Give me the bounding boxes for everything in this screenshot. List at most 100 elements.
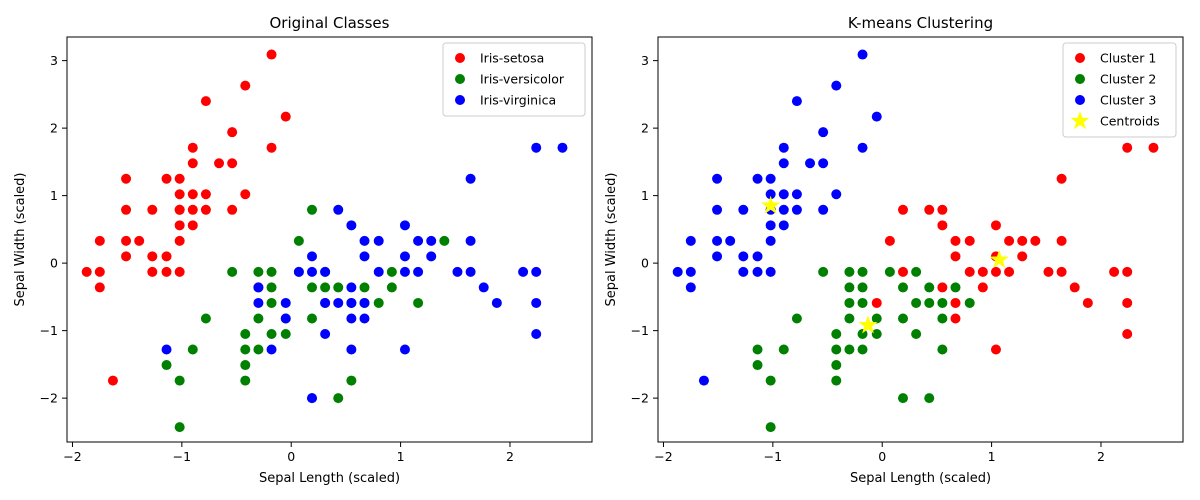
data-point xyxy=(280,111,291,122)
data-point xyxy=(977,282,988,293)
centroid-star xyxy=(761,195,781,214)
y-tick-label: −1 xyxy=(40,323,58,338)
data-point xyxy=(778,204,789,215)
data-point xyxy=(712,235,723,246)
y-tick-label: 0 xyxy=(50,256,58,271)
data-point xyxy=(844,344,855,355)
data-point xyxy=(1030,235,1041,246)
data-point xyxy=(240,80,251,91)
data-point xyxy=(725,235,736,246)
data-point xyxy=(844,297,855,308)
data-point xyxy=(1056,235,1067,246)
data-point xyxy=(831,189,842,200)
data-point xyxy=(791,96,802,107)
data-point xyxy=(465,235,476,246)
data-point xyxy=(359,282,370,293)
data-point xyxy=(413,297,424,308)
data-point xyxy=(333,282,344,293)
data-point xyxy=(346,282,357,293)
data-point xyxy=(844,282,855,293)
legend-box xyxy=(442,42,586,117)
data-point xyxy=(1122,266,1133,277)
data-point xyxy=(266,266,277,277)
x-tick-label: −1 xyxy=(764,449,782,464)
legend-label: Cluster 3 xyxy=(1100,93,1156,108)
data-point xyxy=(857,297,868,308)
data-point xyxy=(818,158,829,169)
data-point xyxy=(386,266,397,277)
data-point xyxy=(359,235,370,246)
data-point xyxy=(990,266,1001,277)
data-point xyxy=(320,282,331,293)
data-point xyxy=(346,220,357,231)
data-point xyxy=(1082,297,1093,308)
data-point xyxy=(121,204,132,215)
data-point xyxy=(174,204,185,215)
data-point xyxy=(937,297,948,308)
legend-label: Centroids xyxy=(1100,114,1160,129)
data-point xyxy=(307,266,317,277)
data-point xyxy=(911,329,922,339)
data-point xyxy=(399,251,410,262)
x-tick-label: 2 xyxy=(506,449,514,464)
y-tick-label: −2 xyxy=(631,391,649,406)
data-point xyxy=(937,313,948,324)
data-point xyxy=(738,251,749,262)
data-point xyxy=(359,313,370,324)
points-layer xyxy=(672,49,1159,433)
data-point xyxy=(266,329,277,339)
data-point xyxy=(359,251,370,262)
data-point xyxy=(174,189,185,200)
data-point xyxy=(465,173,476,184)
data-point xyxy=(478,282,489,293)
data-point xyxy=(266,142,277,153)
x-tick-label: −2 xyxy=(63,449,81,464)
data-point xyxy=(1109,266,1120,277)
data-point xyxy=(884,235,895,246)
y-tick-label: 3 xyxy=(50,53,58,68)
legend-label: Iris-versicolor xyxy=(480,72,565,87)
data-point xyxy=(950,313,961,324)
data-point xyxy=(950,235,961,246)
data-point xyxy=(266,282,277,293)
data-point xyxy=(818,127,829,138)
y-tick-label: 1 xyxy=(641,188,649,203)
data-point xyxy=(399,344,410,355)
data-point xyxy=(121,173,132,184)
data-point xyxy=(672,266,683,277)
data-point xyxy=(964,235,975,246)
legend-box xyxy=(1062,42,1177,138)
chart-title: Original Classes xyxy=(270,14,390,32)
data-point xyxy=(857,344,868,355)
chart-title: K-means Clustering xyxy=(848,14,993,32)
data-point xyxy=(712,204,723,215)
data-point xyxy=(307,393,317,404)
data-point xyxy=(452,266,463,277)
x-tick-label: 1 xyxy=(988,449,996,464)
data-point xyxy=(134,235,145,246)
data-point xyxy=(346,375,357,386)
data-point xyxy=(685,282,696,293)
x-tick-label: −1 xyxy=(173,449,191,464)
data-point xyxy=(805,158,816,169)
data-point xyxy=(765,266,776,277)
data-point xyxy=(765,235,776,246)
data-point xyxy=(831,329,842,339)
data-point xyxy=(685,235,696,246)
data-point xyxy=(752,360,763,371)
data-point xyxy=(240,344,251,355)
data-point xyxy=(1017,251,1028,262)
data-point xyxy=(399,220,410,231)
data-point xyxy=(373,266,384,277)
data-point xyxy=(240,375,251,386)
data-point xyxy=(253,297,264,308)
centroid-star xyxy=(989,249,1009,268)
data-point xyxy=(765,220,776,231)
data-point xyxy=(898,204,908,215)
data-point xyxy=(426,235,437,246)
data-point xyxy=(253,282,264,293)
legend-marker xyxy=(455,95,465,105)
data-point xyxy=(950,282,961,293)
y-axis-label: Sepal Width (scaled) xyxy=(604,172,619,306)
data-point xyxy=(293,235,304,246)
